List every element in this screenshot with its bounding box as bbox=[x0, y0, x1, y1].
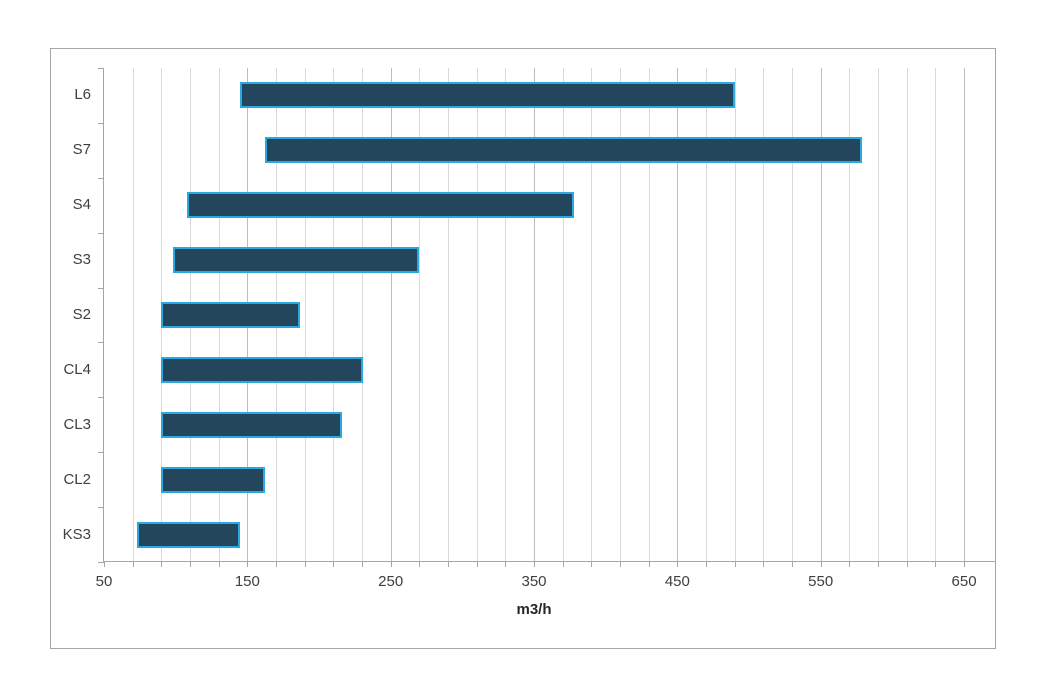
gridline-310 bbox=[476, 68, 478, 561]
gridline-70 bbox=[132, 68, 134, 561]
x-tick-390 bbox=[591, 561, 593, 567]
x-tick-430 bbox=[648, 561, 650, 567]
x-tick-150 bbox=[247, 561, 249, 567]
plot-area: m3/h 50 150 250 350 450 550 650 L6 S7 S4 S3 S2 CL4 CL… bbox=[63, 68, 996, 618]
x-tick-530 bbox=[792, 561, 794, 567]
x-tick-370 bbox=[562, 561, 564, 567]
x-tick-110 bbox=[190, 561, 191, 567]
bar-s3 bbox=[172, 247, 420, 274]
gridline-370 bbox=[562, 68, 564, 561]
x-tick-470 bbox=[706, 561, 708, 567]
gridline-550 bbox=[820, 68, 822, 561]
gridline-210 bbox=[333, 68, 335, 561]
bar-l6 bbox=[240, 82, 735, 109]
category-label-s4: S4 bbox=[72, 196, 91, 214]
x-tick-label-50: 50 bbox=[95, 573, 113, 590]
bar-s7 bbox=[264, 137, 863, 164]
x-tick-630 bbox=[935, 561, 937, 567]
gridline-390 bbox=[591, 68, 593, 561]
category-label-l6: L6 bbox=[74, 86, 91, 104]
y-axis-tick-1 bbox=[98, 122, 104, 124]
y-axis-tick-6 bbox=[98, 397, 104, 399]
x-tick-50 bbox=[104, 561, 105, 567]
gridline-410 bbox=[620, 68, 622, 561]
gridline-350 bbox=[534, 68, 536, 561]
y-axis-tick-0 bbox=[98, 68, 104, 69]
category-label-s7: S7 bbox=[72, 141, 91, 159]
x-tick-230 bbox=[362, 561, 363, 567]
x-axis-title: m3/h bbox=[516, 601, 552, 618]
category-label-cl3: CL3 bbox=[63, 415, 91, 433]
y-axis-tick-8 bbox=[98, 507, 104, 509]
gridline-570 bbox=[849, 68, 851, 561]
bar-cl4 bbox=[161, 356, 364, 383]
x-tick-210 bbox=[333, 561, 335, 567]
bar-cl3 bbox=[161, 411, 342, 438]
gridline-250 bbox=[390, 68, 392, 561]
gridline-330 bbox=[505, 68, 507, 561]
gridline-530 bbox=[792, 68, 794, 561]
x-tick-490 bbox=[734, 561, 736, 567]
x-tick-350 bbox=[534, 561, 536, 567]
x-tick-250 bbox=[390, 561, 392, 567]
x-tick-410 bbox=[620, 561, 622, 567]
gridline-630 bbox=[935, 68, 937, 561]
category-label-s2: S2 bbox=[72, 306, 91, 323]
y-axis-tick-end bbox=[98, 562, 104, 563]
category-label-cl4: CL4 bbox=[63, 360, 91, 378]
x-tick-70 bbox=[132, 561, 134, 567]
x-tick-label-250: 250 bbox=[378, 573, 404, 590]
gridline-490 bbox=[734, 68, 736, 561]
x-tick-label-650: 650 bbox=[951, 573, 977, 590]
x-tick-510 bbox=[763, 561, 765, 567]
x-tick-170 bbox=[276, 561, 277, 567]
gridline-450 bbox=[677, 68, 679, 561]
gridline-270 bbox=[419, 68, 421, 561]
gridline-610 bbox=[906, 68, 908, 561]
x-tick-570 bbox=[849, 561, 851, 567]
x-tick-550 bbox=[820, 561, 822, 567]
x-tick-650 bbox=[964, 561, 966, 567]
x-tick-330 bbox=[505, 561, 507, 567]
x-tick-label-150: 150 bbox=[234, 573, 260, 590]
gridline-190 bbox=[304, 68, 306, 561]
bar-s2 bbox=[161, 302, 301, 328]
category-label-ks3: KS3 bbox=[62, 525, 91, 543]
gridline-510 bbox=[763, 68, 765, 561]
x-tick-290 bbox=[448, 561, 449, 567]
category-label-cl2: CL2 bbox=[63, 470, 91, 488]
gridline-650 bbox=[964, 68, 966, 561]
y-axis-tick-4 bbox=[98, 287, 104, 289]
category-label-s3: S3 bbox=[72, 251, 91, 269]
gridline-230 bbox=[362, 68, 363, 561]
x-tick-190 bbox=[304, 561, 306, 567]
gridline-470 bbox=[706, 68, 708, 561]
x-tick-label-450: 450 bbox=[664, 573, 690, 590]
chart-frame: m3/h 50 150 250 350 450 550 650 L6 S7 S4 S3 S2 CL4 CL… bbox=[50, 48, 996, 649]
x-tick-label-350: 350 bbox=[521, 573, 547, 590]
gridline-430 bbox=[648, 68, 650, 561]
bar-ks3 bbox=[136, 521, 241, 548]
bar-cl2 bbox=[161, 466, 265, 493]
x-tick-310 bbox=[476, 561, 478, 567]
y-axis-tick-5 bbox=[98, 342, 104, 344]
x-tick-610 bbox=[906, 561, 908, 567]
x-tick-590 bbox=[878, 561, 880, 567]
x-tick-130 bbox=[218, 561, 220, 567]
y-axis-tick-7 bbox=[98, 452, 104, 454]
y-axis-tick-2 bbox=[98, 177, 104, 179]
x-tick-450 bbox=[677, 561, 679, 567]
x-tick-270 bbox=[419, 561, 421, 567]
bar-s4 bbox=[187, 192, 575, 219]
x-tick-90 bbox=[161, 561, 163, 567]
gridline-290 bbox=[448, 68, 449, 561]
y-axis-tick-3 bbox=[98, 232, 104, 234]
x-tick-label-550: 550 bbox=[808, 573, 834, 590]
gridline-590 bbox=[878, 68, 880, 561]
